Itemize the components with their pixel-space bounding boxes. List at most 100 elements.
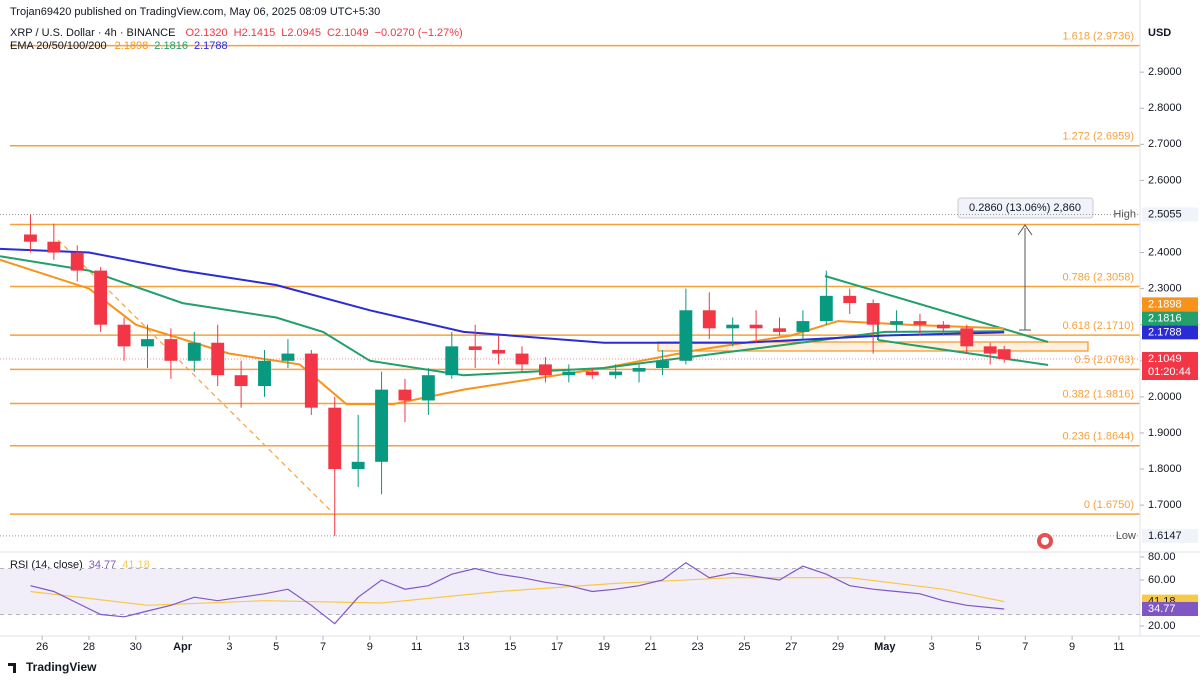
rsi-axis-value: 34.77 xyxy=(1148,603,1176,615)
event-icon-inner xyxy=(1041,537,1049,545)
marker-box xyxy=(1142,528,1198,543)
x-tick-label: 19 xyxy=(598,641,610,653)
candle-body xyxy=(141,339,154,347)
candle-body xyxy=(164,339,178,361)
candle-body xyxy=(328,407,342,470)
countdown: 01:20:44 xyxy=(1148,366,1191,378)
fib-label: 0.786 (2.3058) xyxy=(1062,271,1134,283)
rsi-ma-value: 41.18 xyxy=(122,559,150,571)
candle-body xyxy=(913,321,927,325)
x-tick-label: 9 xyxy=(1069,641,1075,653)
candle-body xyxy=(983,346,997,354)
currency: USD xyxy=(1148,27,1171,39)
ema-line xyxy=(0,255,1005,377)
candle-body xyxy=(47,241,61,253)
ema-value: 2.1788 xyxy=(194,40,228,52)
y-tick-label: 1.9000 xyxy=(1148,427,1182,439)
ema-axis-box xyxy=(1142,311,1198,326)
logo: TradingView xyxy=(26,660,97,674)
candle-body xyxy=(375,389,388,462)
candle-body xyxy=(70,252,84,271)
fib-label: 0.618 (2.1710) xyxy=(1062,320,1134,332)
y-tick-label: 2.3000 xyxy=(1148,283,1182,295)
fib-label: 0 (1.6750) xyxy=(1084,499,1134,511)
candle-body xyxy=(936,324,950,329)
ema-line xyxy=(0,247,1005,344)
candle-body xyxy=(258,360,271,387)
y-tick-label: 2.6000 xyxy=(1148,174,1182,186)
fib-label: 0.5 (2.0763) xyxy=(1075,354,1134,366)
x-tick-label: 26 xyxy=(36,641,48,653)
candle-body xyxy=(585,371,599,376)
ohlc-value: −0.0270 (−1.27%) xyxy=(375,27,463,39)
marker-value: 2.5055 xyxy=(1148,208,1182,220)
candle-body xyxy=(211,342,225,376)
candle-body xyxy=(445,346,459,376)
candle-body xyxy=(94,270,108,325)
rsi-band xyxy=(0,568,1140,615)
candle-body xyxy=(351,461,365,470)
ohlc-value: H2.1415 xyxy=(234,27,276,39)
logo-icon xyxy=(8,663,16,673)
x-tick-label: 7 xyxy=(320,641,326,653)
ema-axis-box xyxy=(1142,297,1198,312)
rsi-title: RSI (14, close) xyxy=(10,559,83,571)
rsi-tick-label: 20.00 xyxy=(1148,620,1176,632)
ema-axis-value: 2.1788 xyxy=(1148,326,1182,338)
x-tick-label: Apr xyxy=(173,641,193,653)
marker-value: 1.6147 xyxy=(1148,530,1182,542)
rsi-value: 34.77 xyxy=(89,559,117,571)
x-tick-label: 21 xyxy=(645,641,657,653)
candle-body xyxy=(609,371,623,376)
candle-body xyxy=(960,328,974,347)
x-tick-label: 11 xyxy=(1113,641,1124,653)
candle-body xyxy=(187,342,201,361)
candle-body xyxy=(492,349,506,354)
measure-label: 0.2860 (13.06%) 2,860 xyxy=(969,202,1081,214)
rsi-tick-label: 80.00 xyxy=(1148,551,1176,563)
y-tick-label: 2.0000 xyxy=(1148,391,1182,403)
triangle-upper xyxy=(824,275,1049,343)
ohlc-value: O2.1320 xyxy=(185,27,227,39)
fib-label: 0.236 (1.8644) xyxy=(1062,431,1134,443)
fib-label: 1.618 (2.9736) xyxy=(1062,31,1134,43)
rsi-ma-line xyxy=(30,577,1005,606)
fib-label: 1.272 (2.6959) xyxy=(1062,131,1134,143)
x-tick-label: 13 xyxy=(457,641,469,653)
candle-body xyxy=(281,353,295,361)
ohlc-value: C2.1049 xyxy=(327,27,369,39)
publisher: Trojan69420 published on TradingView.com… xyxy=(10,6,380,18)
candle-body xyxy=(656,360,669,368)
x-tick-label: 11 xyxy=(411,641,422,653)
fib-label: 0.382 (1.9816) xyxy=(1062,388,1134,400)
rsi-tick-label: 60.00 xyxy=(1148,574,1176,586)
rsi-line xyxy=(30,561,1005,625)
x-tick-label: 3 xyxy=(226,641,232,653)
candle-body xyxy=(866,303,880,325)
marker-name: High xyxy=(1113,208,1136,220)
last-price-box xyxy=(1142,352,1198,381)
ema-axis-value: 2.1816 xyxy=(1148,312,1182,324)
ohlc-value: L2.0945 xyxy=(281,27,321,39)
candle-body xyxy=(398,389,412,401)
y-tick-label: 2.7000 xyxy=(1148,138,1182,150)
x-tick-label: 27 xyxy=(785,641,797,653)
candle-body xyxy=(234,375,248,387)
candle-body xyxy=(819,295,833,322)
y-tick-label: 2.8000 xyxy=(1148,102,1182,114)
x-tick-label: 28 xyxy=(83,641,95,653)
candle-body xyxy=(562,371,576,376)
rsi-axis-box xyxy=(1142,601,1198,616)
x-tick-label: 5 xyxy=(273,641,279,653)
candle-body xyxy=(702,310,716,329)
x-tick-label: 15 xyxy=(504,641,516,653)
x-tick-label: 25 xyxy=(738,641,750,653)
measure-box xyxy=(957,197,1094,219)
y-tick-label: 2.9000 xyxy=(1148,66,1182,78)
candle-body xyxy=(679,310,693,361)
x-tick-label: 17 xyxy=(551,641,563,653)
candle-body xyxy=(726,324,740,329)
measure-head xyxy=(1017,224,1033,236)
candle-body xyxy=(890,321,903,325)
